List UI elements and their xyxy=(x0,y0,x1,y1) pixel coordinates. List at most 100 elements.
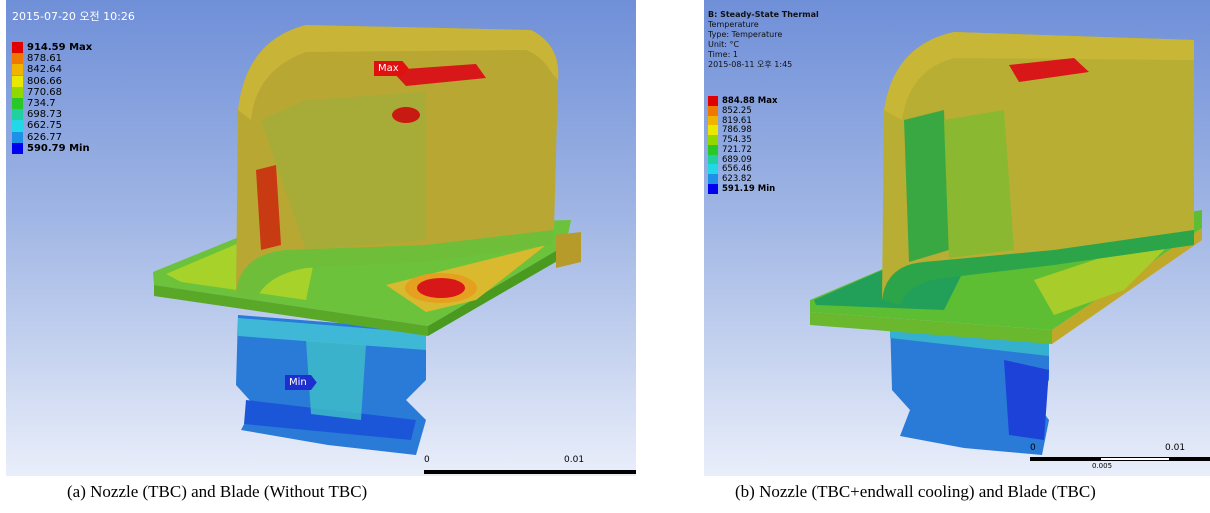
legend-entry: 689.09 xyxy=(708,154,777,165)
root-band xyxy=(238,318,426,350)
support-block xyxy=(556,232,581,268)
legend-entry: 721.72 xyxy=(708,144,777,155)
legend-entry: 734.7 xyxy=(12,98,92,110)
legend-entry: 786.98 xyxy=(708,125,777,136)
legend-swatch xyxy=(12,131,23,143)
vane-hot-zone xyxy=(391,64,486,86)
result-unit: Unit: °C xyxy=(708,40,740,49)
legend-label: 842.64 xyxy=(27,64,62,76)
legend-swatch xyxy=(708,95,718,106)
legend-swatch xyxy=(708,184,718,195)
viewport-panel-b[interactable]: B: Steady-State Thermal Temperature Type… xyxy=(704,0,1210,476)
root-band xyxy=(306,340,366,420)
legend-entry: 884.88 Max xyxy=(708,95,778,106)
scale-mid-label: 0.005 xyxy=(1092,462,1113,470)
legend-entry: 662.75 xyxy=(12,120,92,132)
scale-bar-segment xyxy=(1100,457,1170,461)
result-quantity: Temperature xyxy=(708,20,759,29)
vane-cold-zone xyxy=(261,92,426,250)
legend-label: 662.75 xyxy=(27,120,62,132)
legend-min-label: 591.19 Min xyxy=(722,184,776,195)
scale-start-label: 0 xyxy=(1030,443,1036,453)
result-timestamp: 2015-07-20 오전 10:26 xyxy=(12,10,135,23)
scale-bar-segment xyxy=(424,470,636,474)
legend-swatch xyxy=(12,64,23,76)
temperature-legend: 884.88 Max 852.25 819.61 786.98 754.35 7… xyxy=(708,95,778,195)
legend-entry: 842.64 xyxy=(12,64,92,76)
legend-swatch xyxy=(708,125,718,136)
hot-spot xyxy=(392,107,420,123)
legend-swatch xyxy=(708,135,718,146)
legend-entry: 806.66 xyxy=(12,75,92,87)
hot-spot xyxy=(417,278,465,298)
fillet-ring xyxy=(882,230,1194,305)
result-time: Time: 1 xyxy=(708,50,738,59)
turbine-model-b[interactable] xyxy=(704,0,1210,476)
legend-label: 656.46 xyxy=(722,164,752,175)
legend-swatch xyxy=(12,53,23,65)
min-probe-label[interactable]: Min xyxy=(285,375,317,390)
temperature-legend: 914.59 Max 878.61 842.64 806.66 770.68 7… xyxy=(12,42,92,154)
vane-zone xyxy=(944,110,1014,258)
legend-swatch xyxy=(708,115,718,126)
max-probe-label[interactable]: Max xyxy=(374,61,409,76)
legend-entry: 590.79 Min xyxy=(12,142,92,154)
figure-caption-a: (a) Nozzle (TBC) and Blade (Without TBC) xyxy=(67,482,368,501)
legend-swatch xyxy=(12,98,23,110)
result-type: Type: Temperature xyxy=(708,30,783,39)
scale-end-label: 0.01 xyxy=(1165,443,1186,453)
vane-zone xyxy=(904,110,949,262)
result-header: B: Steady-State Thermal Temperature Type… xyxy=(708,10,819,70)
scale-bar: 0 0.01 xyxy=(424,455,636,476)
leading-edge-hot xyxy=(256,165,281,250)
scale-bar-segment xyxy=(1030,457,1100,461)
legend-swatch xyxy=(12,42,23,54)
legend-entry: 698.73 xyxy=(12,109,92,121)
scale-start-label: 0 xyxy=(424,455,430,465)
platform-side xyxy=(428,245,566,336)
legend-entry: 626.77 xyxy=(12,131,92,143)
legend-entry: 591.19 Min xyxy=(708,184,777,195)
viewport-panel-a[interactable]: 2015-07-20 오전 10:26 914.59 Max 878.61 84… xyxy=(6,0,636,476)
legend-label: 806.66 xyxy=(27,75,62,87)
legend-swatch xyxy=(12,120,23,132)
legend-swatch xyxy=(708,164,718,175)
root-band xyxy=(244,400,416,440)
legend-label: 878.61 xyxy=(27,53,62,65)
legend-swatch xyxy=(708,154,718,165)
legend-entry: 878.61 xyxy=(12,53,92,65)
legend-swatch xyxy=(12,109,23,121)
figure-caption-b: (b) Nozzle (TBC+endwall cooling) and Bla… xyxy=(735,482,1096,501)
legend-swatch xyxy=(12,86,23,98)
legend-max-label: 914.59 Max xyxy=(27,42,93,54)
legend-max-label: 884.88 Max xyxy=(722,95,778,106)
legend-swatch xyxy=(708,105,718,116)
legend-entry: 623.82 xyxy=(708,174,777,185)
analysis-title: B: Steady-State Thermal xyxy=(708,10,819,19)
legend-entry: 819.61 xyxy=(708,115,777,126)
vane-hot-zone xyxy=(1009,58,1089,82)
legend-label: 770.68 xyxy=(27,86,62,98)
legend-entry: 754.35 xyxy=(708,135,777,146)
turbine-model-a[interactable] xyxy=(6,0,636,476)
legend-entry: 770.68 xyxy=(12,86,92,98)
legend-label: 721.72 xyxy=(722,144,752,155)
vane-shroud xyxy=(238,25,559,120)
legend-swatch xyxy=(708,174,718,185)
scale-bar: 0 0.01 0.005 xyxy=(1030,443,1210,476)
legend-label: 623.82 xyxy=(722,174,752,185)
legend-entry: 656.46 xyxy=(708,164,777,175)
result-timestamp: 2015-08-11 오후 1:45 xyxy=(708,60,793,69)
fillet-ring xyxy=(236,230,554,300)
legend-label: 689.09 xyxy=(722,154,752,165)
legend-swatch xyxy=(708,144,718,155)
platform-edge xyxy=(154,285,428,336)
root-band xyxy=(1004,360,1049,440)
legend-label: 734.7 xyxy=(27,98,56,110)
legend-label: 698.73 xyxy=(27,109,62,121)
legend-entry: 914.59 Max xyxy=(12,42,93,54)
legend-label: 786.98 xyxy=(722,125,752,136)
vane-shroud xyxy=(884,32,1194,120)
legend-label: 754.35 xyxy=(722,135,752,146)
legend-label: 626.77 xyxy=(27,131,62,143)
